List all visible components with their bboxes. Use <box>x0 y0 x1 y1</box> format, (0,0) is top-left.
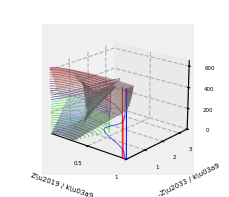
Y-axis label: -Z\u2033 / k\u03a9: -Z\u2033 / k\u03a9 <box>156 163 219 197</box>
X-axis label: Z\u2019 / k\u03a9: Z\u2019 / k\u03a9 <box>30 172 93 197</box>
